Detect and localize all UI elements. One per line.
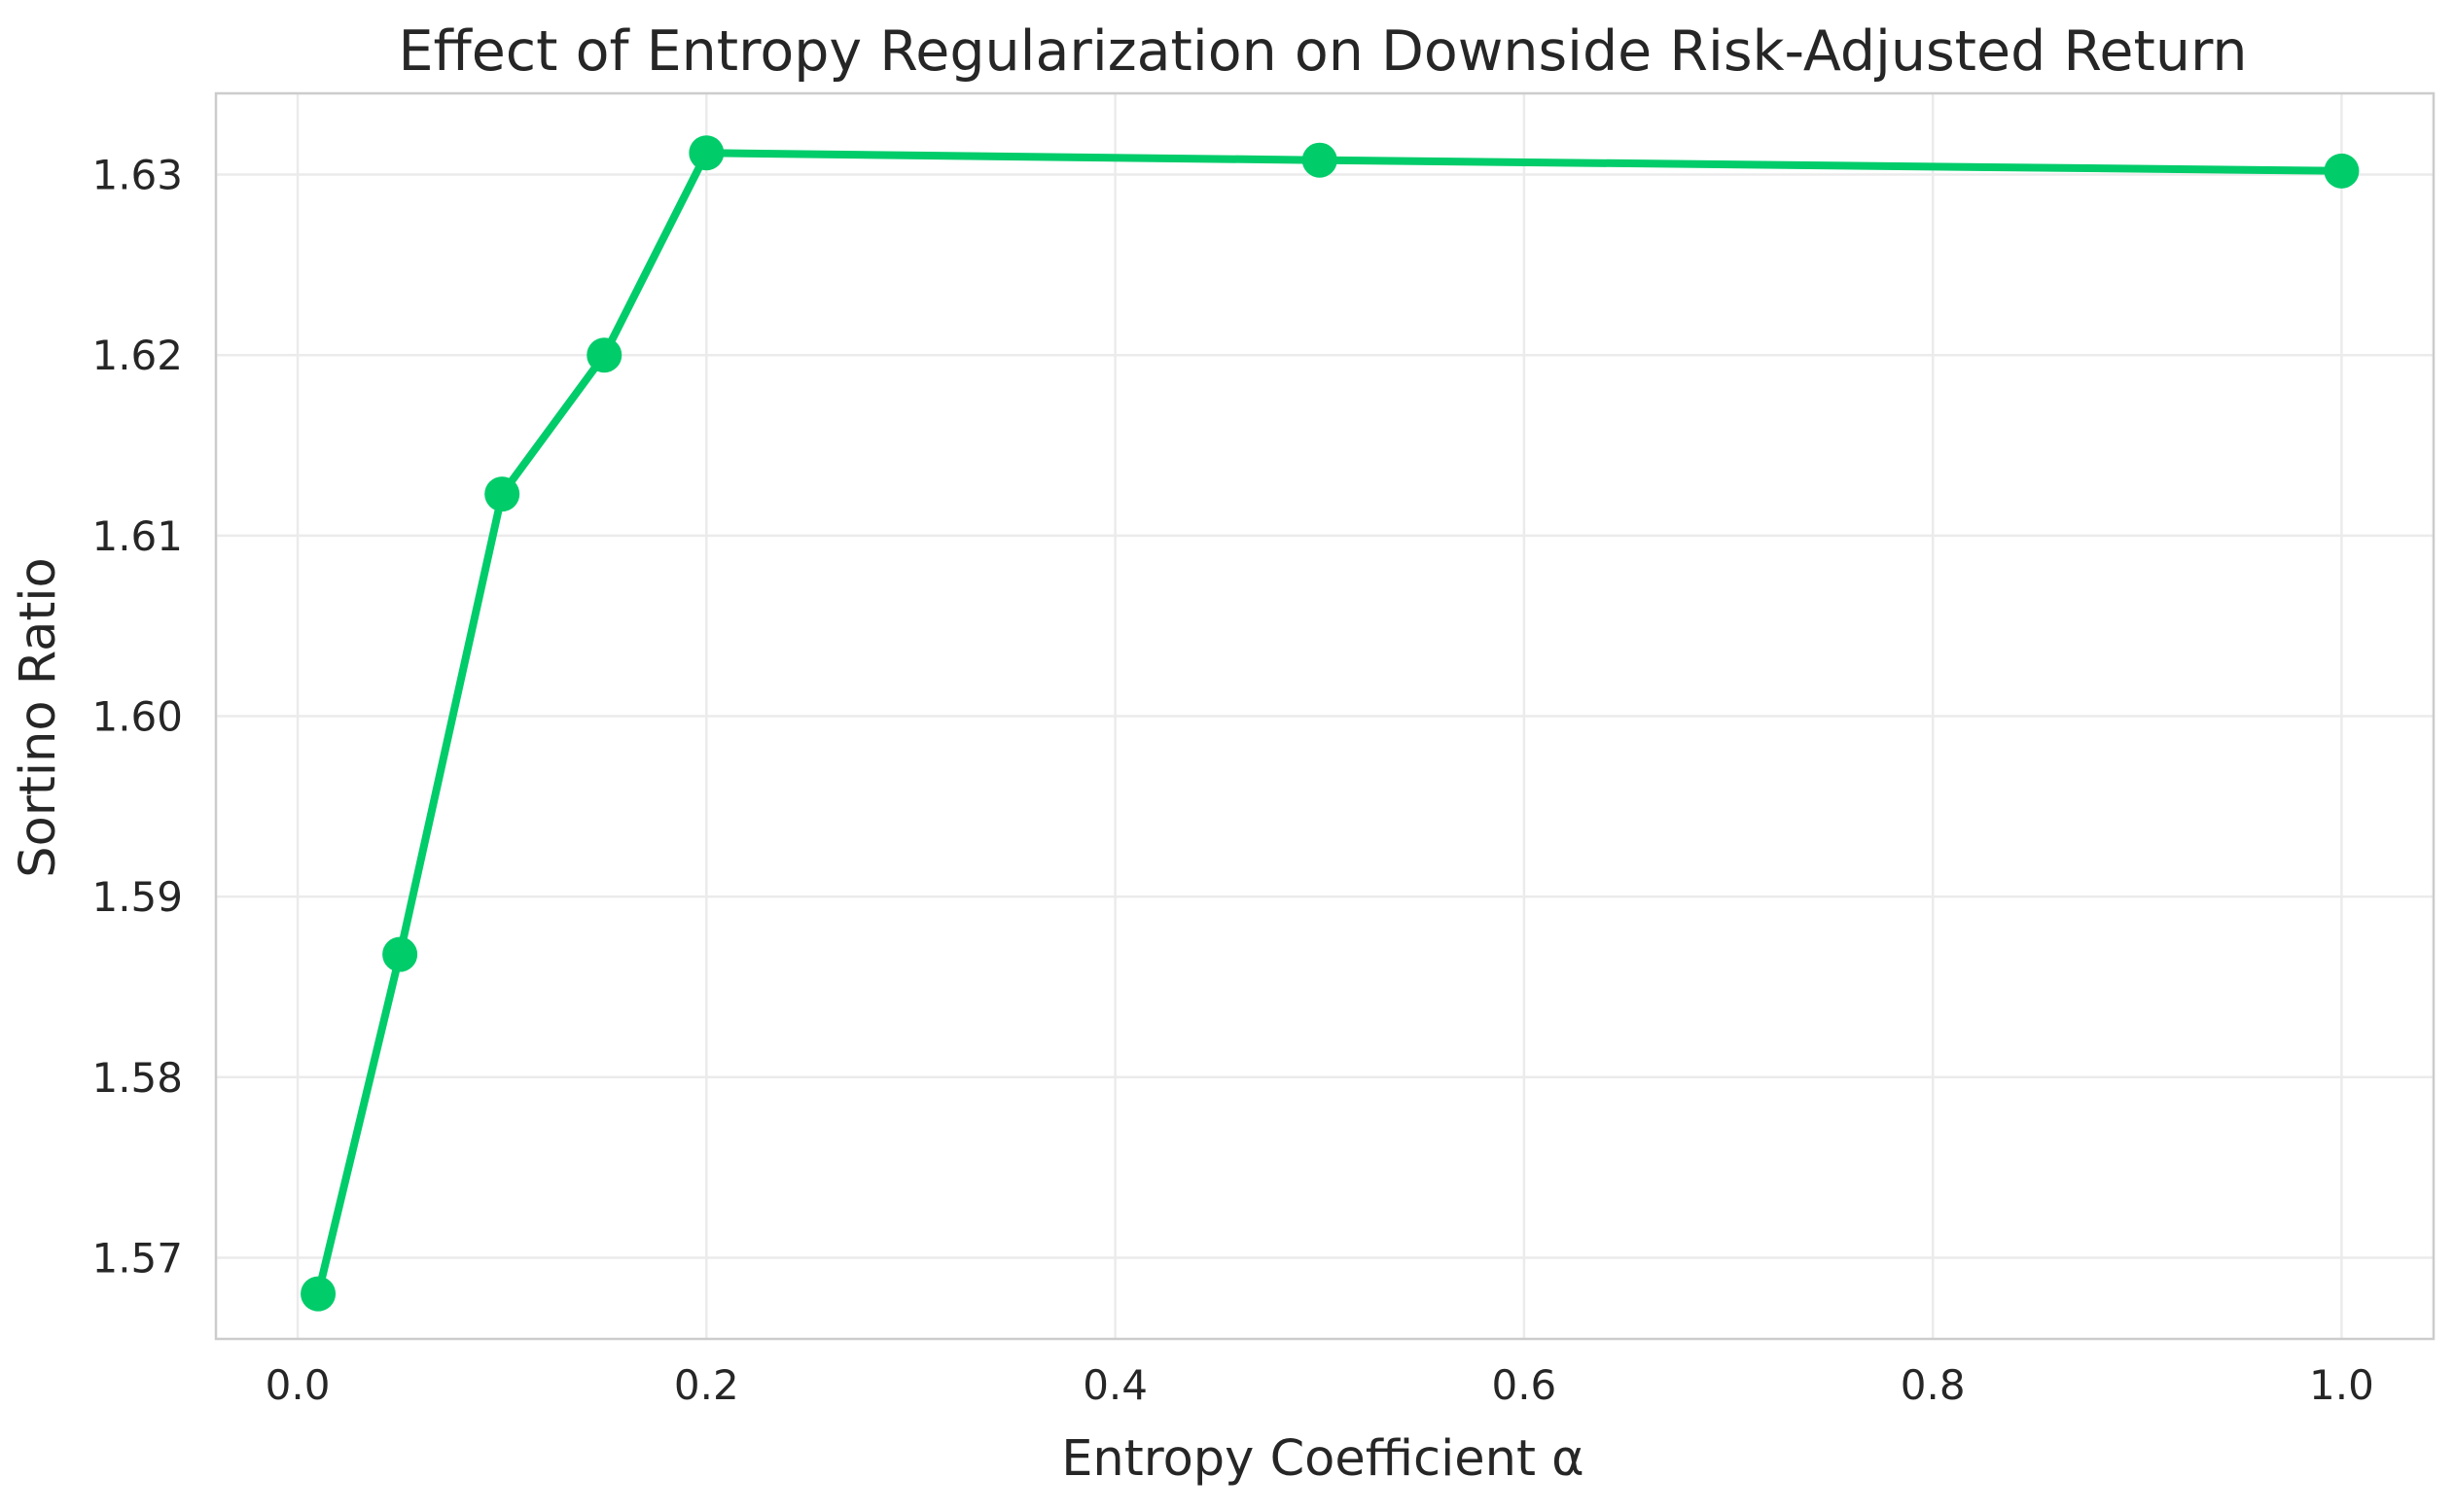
y-tick-label: 1.59	[91, 873, 183, 921]
y-tick-label: 1.60	[91, 693, 183, 741]
series-layer	[301, 135, 2360, 1312]
data-point-3	[587, 337, 622, 373]
data-point-1	[382, 936, 418, 972]
x-tick-label: 0.0	[266, 1361, 331, 1409]
y-tick-label: 1.61	[91, 512, 183, 560]
y-tick-label: 1.58	[91, 1054, 183, 1102]
y-tick-label: 1.62	[91, 332, 183, 379]
chart-title: Effect of Entropy Regularization on Down…	[398, 19, 2247, 84]
x-tick-label: 1.0	[2309, 1361, 2374, 1409]
data-point-6	[2324, 153, 2360, 189]
y-axis-ticks: 1.57 1.58 1.59 1.60 1.61 1.62 1.63	[91, 152, 183, 1283]
y-tick-label: 1.57	[91, 1234, 183, 1282]
data-point-4	[689, 135, 725, 171]
x-axis-ticks: 0.0 0.2 0.4 0.6 0.8 1.0	[266, 1361, 2374, 1409]
data-point-5	[1301, 142, 1337, 178]
y-tick-label: 1.63	[91, 152, 183, 199]
plot-area-frame	[214, 91, 2436, 1341]
x-tick-label: 0.4	[1083, 1361, 1148, 1409]
data-point-2	[484, 476, 520, 512]
x-tick-label: 0.2	[674, 1361, 739, 1409]
x-tick-label: 0.8	[1901, 1361, 1966, 1409]
x-axis-label: Entropy Coefficient α	[1061, 1430, 1584, 1488]
axes-frame	[214, 91, 2436, 1341]
y-axis-label: Sortino Ratio	[10, 557, 67, 877]
x-tick-label: 0.6	[1491, 1361, 1556, 1409]
data-point-0	[301, 1276, 337, 1312]
